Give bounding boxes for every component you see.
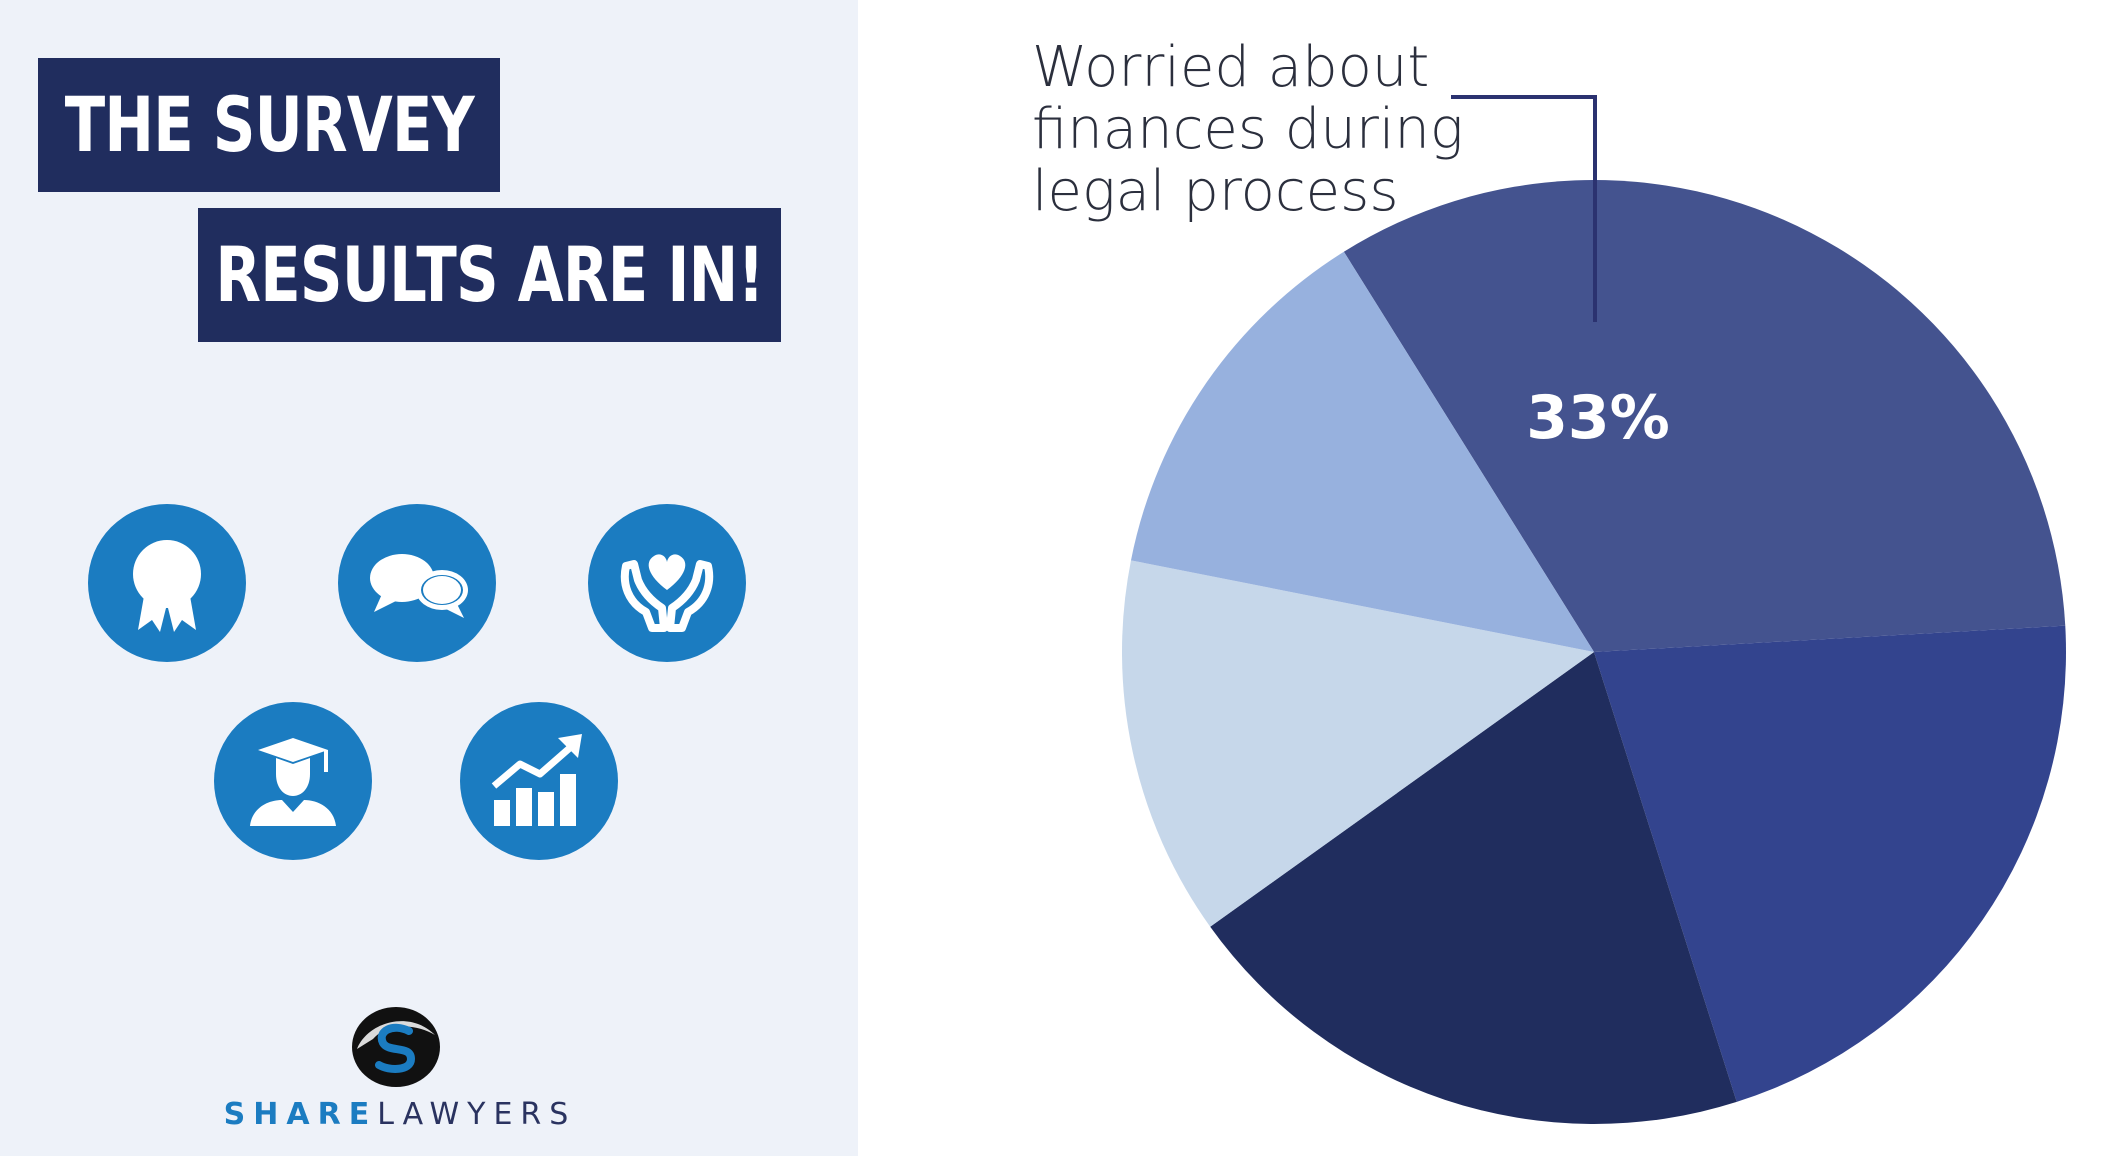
brand-logo	[349, 1005, 443, 1089]
annotation-line-1: Worried about	[1032, 35, 1429, 100]
left-panel: THE SURVEY RESULTS ARE IN!	[0, 0, 858, 1156]
brand-name-lawyers: LAWYERS	[377, 1097, 577, 1132]
pie-slice-5	[1130, 251, 1594, 652]
pie-slices	[1122, 179, 2066, 1125]
brand-name: SHARELAWYERS	[0, 1097, 800, 1132]
pie-slice-1	[1343, 179, 2066, 653]
title-line-1: THE SURVEY	[64, 80, 474, 169]
annotation-leader-line	[1451, 95, 1597, 322]
pie-slice-4	[1122, 560, 1594, 927]
slice-label-1: 33%	[1526, 383, 1670, 453]
annotation-line-2: finances during	[1032, 97, 1464, 162]
pie-slice-3	[1210, 652, 1737, 1125]
title-line-2: RESULTS ARE IN!	[215, 230, 764, 319]
graduate-icon	[214, 702, 372, 860]
title-banner-top: THE SURVEY	[38, 58, 500, 192]
pie-slice-2	[1594, 625, 2066, 1102]
brand-name-share: SHARE	[223, 1097, 378, 1132]
pie-chart: Worried about finances during legal proc…	[858, 0, 2116, 1156]
heart-hands-icon	[588, 504, 746, 662]
speech-bubbles-icon	[338, 504, 496, 662]
annotation-line-3: legal process	[1032, 159, 1399, 224]
growth-chart-icon	[460, 702, 618, 860]
award-ribbon-icon	[88, 504, 246, 662]
title-banner-bottom: RESULTS ARE IN!	[198, 208, 781, 342]
